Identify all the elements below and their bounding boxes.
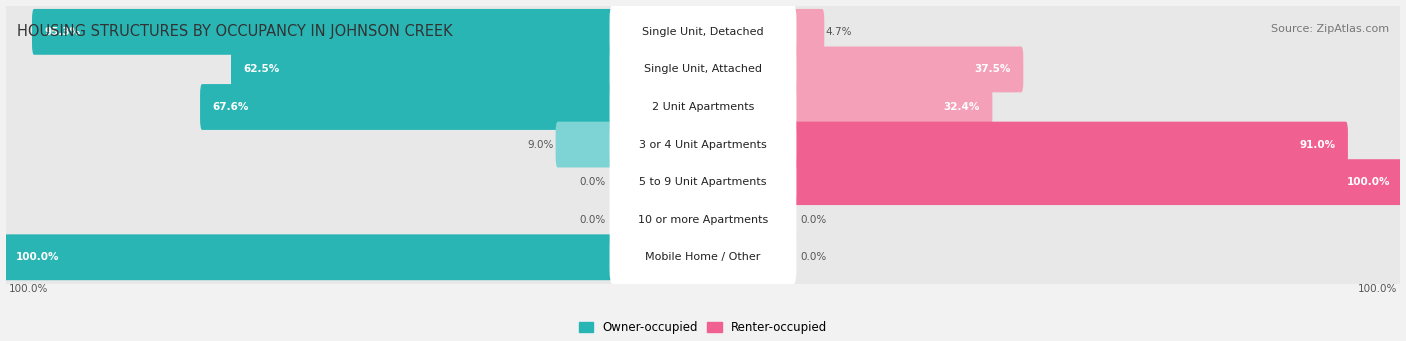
FancyBboxPatch shape	[792, 122, 1348, 167]
FancyBboxPatch shape	[200, 84, 614, 130]
Text: Single Unit, Attached: Single Unit, Attached	[644, 64, 762, 74]
FancyBboxPatch shape	[610, 5, 796, 59]
Legend: Owner-occupied, Renter-occupied: Owner-occupied, Renter-occupied	[574, 316, 832, 339]
Text: 0.0%: 0.0%	[579, 215, 606, 225]
Text: 0.0%: 0.0%	[579, 177, 606, 187]
Text: 100.0%: 100.0%	[1358, 284, 1398, 294]
FancyBboxPatch shape	[610, 193, 796, 247]
FancyBboxPatch shape	[792, 84, 993, 130]
Text: Mobile Home / Other: Mobile Home / Other	[645, 252, 761, 262]
Text: 3 or 4 Unit Apartments: 3 or 4 Unit Apartments	[640, 139, 766, 150]
FancyBboxPatch shape	[231, 46, 614, 92]
Text: 37.5%: 37.5%	[974, 64, 1011, 74]
Text: 95.3%: 95.3%	[45, 27, 80, 37]
FancyBboxPatch shape	[6, 112, 1400, 177]
FancyBboxPatch shape	[792, 159, 1403, 205]
Text: Single Unit, Detached: Single Unit, Detached	[643, 27, 763, 37]
FancyBboxPatch shape	[6, 74, 1400, 140]
FancyBboxPatch shape	[610, 80, 796, 134]
Text: 100.0%: 100.0%	[1347, 177, 1391, 187]
Text: 0.0%: 0.0%	[800, 215, 827, 225]
Text: 67.6%: 67.6%	[212, 102, 249, 112]
FancyBboxPatch shape	[792, 9, 824, 55]
FancyBboxPatch shape	[6, 37, 1400, 102]
Text: 100.0%: 100.0%	[15, 252, 59, 262]
Text: 4.7%: 4.7%	[825, 27, 852, 37]
FancyBboxPatch shape	[610, 155, 796, 209]
Text: 91.0%: 91.0%	[1299, 139, 1336, 150]
Text: 2 Unit Apartments: 2 Unit Apartments	[652, 102, 754, 112]
FancyBboxPatch shape	[610, 43, 796, 96]
Text: 100.0%: 100.0%	[8, 284, 48, 294]
FancyBboxPatch shape	[32, 9, 614, 55]
FancyBboxPatch shape	[6, 187, 1400, 252]
Text: 0.0%: 0.0%	[800, 252, 827, 262]
FancyBboxPatch shape	[610, 118, 796, 171]
Text: 9.0%: 9.0%	[527, 139, 554, 150]
FancyBboxPatch shape	[6, 149, 1400, 215]
Text: Source: ZipAtlas.com: Source: ZipAtlas.com	[1271, 24, 1389, 34]
Text: 62.5%: 62.5%	[243, 64, 280, 74]
FancyBboxPatch shape	[610, 231, 796, 284]
FancyBboxPatch shape	[6, 225, 1400, 290]
Text: HOUSING STRUCTURES BY OCCUPANCY IN JOHNSON CREEK: HOUSING STRUCTURES BY OCCUPANCY IN JOHNS…	[17, 24, 453, 39]
FancyBboxPatch shape	[792, 46, 1024, 92]
Text: 10 or more Apartments: 10 or more Apartments	[638, 215, 768, 225]
Text: 5 to 9 Unit Apartments: 5 to 9 Unit Apartments	[640, 177, 766, 187]
FancyBboxPatch shape	[6, 0, 1400, 64]
Text: 32.4%: 32.4%	[943, 102, 980, 112]
FancyBboxPatch shape	[555, 122, 614, 167]
FancyBboxPatch shape	[3, 234, 614, 280]
